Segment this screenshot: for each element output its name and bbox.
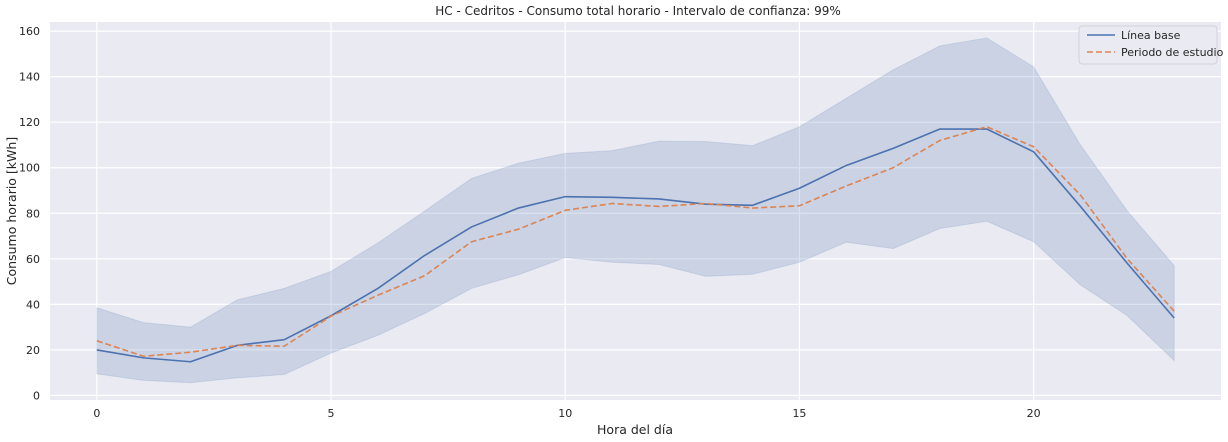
y-tick-label: 140: [19, 71, 40, 84]
x-axis-label: Hora del día: [597, 422, 673, 437]
x-tick-label: 15: [792, 407, 806, 420]
x-tick-label: 5: [328, 407, 335, 420]
legend-label-periodo-de-estudio: Periodo de estudio: [1121, 46, 1224, 59]
y-tick-label: 80: [26, 207, 40, 220]
y-tick-label: 160: [19, 25, 40, 38]
series-line-periodo-de-estudio: [96, 125, 1175, 358]
y-tick-label: 100: [19, 162, 40, 175]
legend-label-linea-base: Línea base: [1121, 29, 1181, 42]
y-axis-label: Consumo horario [kWh]: [4, 137, 19, 285]
series-line-linea-base: [96, 128, 1175, 363]
x-tick-labels: 0 5 10 15 20: [93, 407, 1040, 420]
series-lines: [96, 125, 1175, 363]
plot-background: [50, 22, 1221, 400]
confidence-band: [96, 37, 1175, 384]
confidence-band-area: [96, 37, 1175, 384]
x-tick-label: 0: [93, 407, 100, 420]
y-tick-label: 60: [26, 253, 40, 266]
y-tick-label: 120: [19, 116, 40, 129]
y-tick-label: 40: [26, 298, 40, 311]
x-tick-label: 20: [1027, 407, 1041, 420]
y-tick-label: 0: [33, 389, 40, 402]
chart-title: HC - Cedritos - Consumo total horario - …: [435, 4, 841, 18]
y-tick-labels: 0 20 40 60 80 100 120 140 160: [19, 25, 40, 402]
y-tick-label: 20: [26, 344, 40, 357]
grid-lines: [50, 22, 1221, 400]
x-tick-label: 10: [558, 407, 572, 420]
legend: Línea base Periodo de estudio: [1078, 25, 1224, 65]
